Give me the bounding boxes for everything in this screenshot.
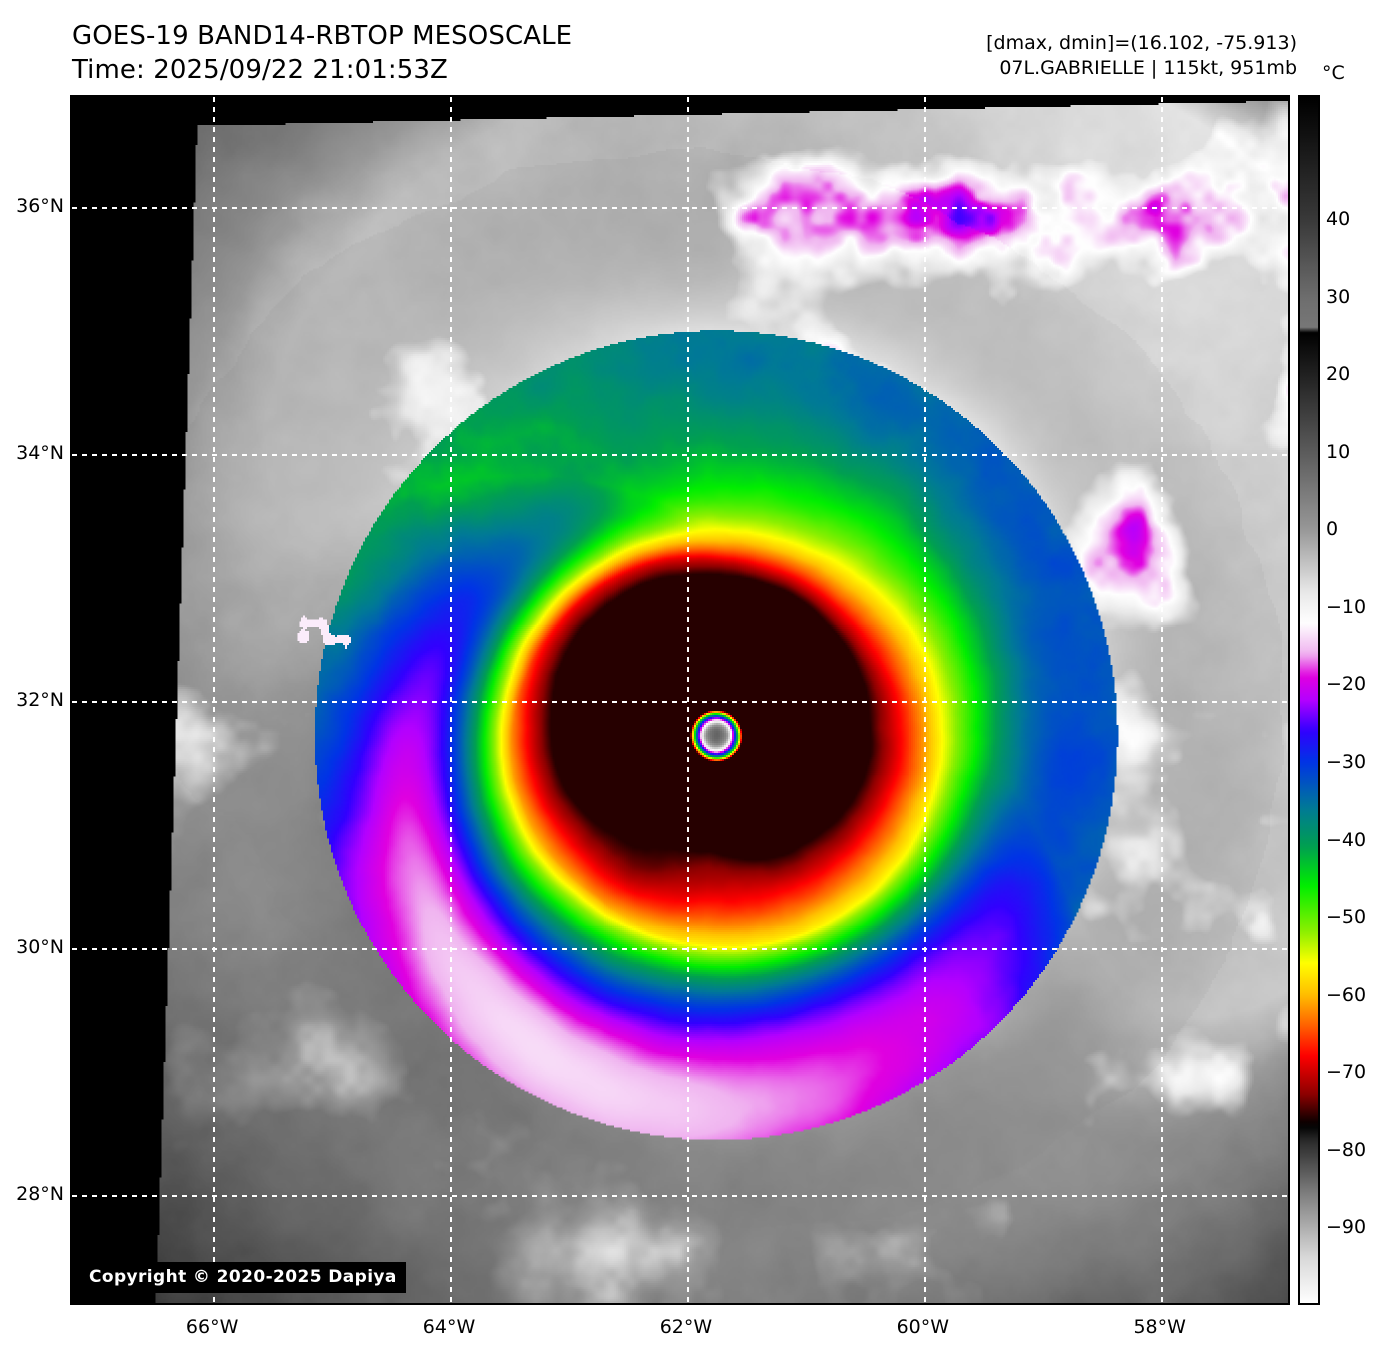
lat-tick-label: 30°N [16, 935, 64, 958]
colorbar-tick-label: 40 [1326, 208, 1351, 231]
colorbar-tick-label: −60 [1326, 983, 1367, 1006]
lon-tick-label: 60°W [896, 1316, 950, 1338]
colorbar-tick-label: −70 [1326, 1061, 1367, 1084]
title-block: GOES-19 BAND14-RBTOP MESOSCALE Time: 202… [72, 20, 572, 88]
colorbar [1298, 95, 1320, 1305]
colorbar-tick-label: −20 [1326, 673, 1367, 696]
timestamp-label: Time: 2025/09/22 21:01:53Z [72, 54, 448, 85]
lon-tick-label: 66°W [185, 1316, 239, 1338]
data-range-label: [dmax, dmin]=(16.102, -75.913) [986, 32, 1297, 54]
metadata-block: [dmax, dmin]=(16.102, -75.913) 07L.GABRI… [986, 31, 1297, 80]
lat-tick-label: 32°N [16, 689, 64, 711]
lat-tick-label: 34°N [16, 442, 64, 465]
lat-tick-label: 36°N [16, 195, 64, 218]
satellite-image-plot[interactable]: Copyright © 2020-2025 Dapiya [70, 95, 1290, 1305]
colorbar-unit-label: °C [1322, 62, 1345, 84]
colorbar-gradient [1300, 97, 1318, 1303]
satellite-raster [72, 97, 1288, 1303]
lat-tick-label: 28°N [16, 1182, 64, 1205]
storm-info-label: 07L.GABRIELLE | 115kt, 951mb [999, 56, 1297, 79]
colorbar-tick-label: −50 [1326, 906, 1367, 929]
colorbar-tick-label: −90 [1326, 1216, 1367, 1239]
lon-tick-label: 62°W [659, 1316, 713, 1338]
copyright-watermark: Copyright © 2020-2025 Dapiya [80, 1262, 406, 1293]
satellite-imagery [72, 97, 1288, 1303]
colorbar-tick-label: 20 [1326, 363, 1351, 386]
page-title: GOES-19 BAND14-RBTOP MESOSCALE [72, 21, 573, 51]
colorbar-tick-label: −80 [1326, 1138, 1367, 1161]
colorbar-tick-label: 10 [1326, 440, 1351, 463]
lon-tick-label: 58°W [1133, 1316, 1186, 1338]
colorbar-tick-label: −40 [1326, 828, 1367, 851]
colorbar-tick-label: 0 [1326, 518, 1339, 541]
colorbar-tick-label: 30 [1326, 285, 1351, 308]
colorbar-tick-label: −10 [1326, 595, 1367, 618]
lon-tick-label: 64°W [422, 1316, 476, 1338]
colorbar-tick-label: −30 [1326, 751, 1367, 774]
